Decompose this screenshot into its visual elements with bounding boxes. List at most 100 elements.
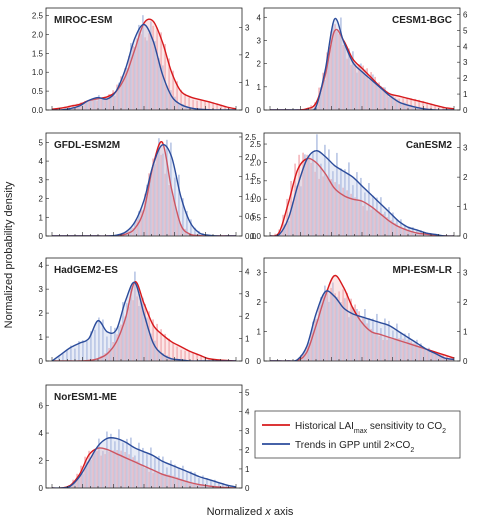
histogram-bar [304,154,306,236]
histogram-bar [120,324,122,361]
histogram-bar [356,309,358,361]
histogram-bar [146,184,148,236]
right-tick-label: 3 [245,427,250,436]
histogram-bar [294,163,296,236]
histogram-bar [128,306,130,361]
left-tick-label: 1 [39,333,44,342]
histogram-bar [372,195,374,236]
left-tick-label: 4 [39,157,44,166]
density-fill-blue [52,437,236,488]
histogram-bar [70,345,72,361]
right-tick-label: 1 [463,203,468,212]
panel-title: CanESM2 [406,140,453,151]
density-fill-red [52,447,236,488]
right-axis: 0 1 2 3 [239,23,250,115]
histogram-bar [142,15,144,110]
histogram-bar [326,176,328,236]
histogram-bar [104,353,106,361]
histogram-bar [202,475,204,488]
histogram-bar [346,190,348,236]
histogram-bar [298,154,300,236]
histogram-bar [84,456,86,488]
histogram-bar [354,64,356,110]
histogram-bar [330,287,332,361]
histogram-bar [94,329,96,361]
histogram-bar [112,342,114,361]
histogram-bar [168,58,170,110]
histogram-bar [382,213,384,236]
histogram-bar [160,329,162,361]
histogram-bar [324,285,326,361]
histogram-bar [122,302,124,361]
histogram-bar [92,450,94,488]
histogram-bar [390,95,392,110]
histogram-bar [340,302,342,361]
density-curve-blue [52,436,237,488]
histogram-bar [156,323,158,361]
right-tick-label: 5 [463,26,468,35]
histogram-bar [138,24,140,110]
histogram-bar [344,42,346,110]
histogram-bar [382,87,384,110]
histogram-bar [426,350,428,361]
left-tick-label: 0 [257,357,262,366]
histogram-bar [124,68,126,110]
right-tick-label: 4 [463,42,468,51]
histogram-bar [292,201,294,236]
histogram-bar [288,220,290,236]
histogram-bar [180,478,182,488]
histogram-bar [150,333,152,361]
histogram-bar [128,454,130,488]
histogram-bar [140,298,142,361]
histogram-bar [142,210,144,236]
histogram-bar [348,48,350,110]
right-tick-label: 2 [463,298,468,307]
histogram-bar [90,99,92,110]
histogram-bar [426,234,428,236]
histogram-bar [406,230,408,236]
histogram-bar [358,311,360,361]
histogram-bar [102,319,104,361]
histogram-bar [74,481,76,488]
histogram-bar [348,162,350,236]
histogram-bar [146,454,148,488]
histogram-bar [176,81,178,110]
histogram-bar [142,297,144,361]
histogram-bar [224,106,226,110]
histogram-bar [402,228,404,236]
histogram-bar [430,103,432,110]
histogram-bar [102,451,104,488]
histogram-bar [136,219,138,236]
histogram-bar [328,46,330,110]
histogram-bar [122,442,124,488]
histogram-bar [344,169,346,236]
histogram-bar [84,100,86,110]
histogram-bar [78,341,80,361]
histogram-bar [188,351,190,361]
right-tick-label: 2 [463,74,468,83]
histogram-bar [76,473,78,488]
histogram-bar [400,102,402,110]
histogram-bar [372,318,374,361]
histogram-bar [386,217,388,236]
panel-canesm2: 0.0 0.5 1.0 1.5 2.0 2.5 0 1 2 3 CanESM2 [250,132,468,241]
histogram-bar [100,355,102,361]
histogram-bar [366,68,368,110]
histogram-bar [362,317,364,361]
histogram-bar [374,210,376,236]
histogram-bar [396,220,398,236]
histogram-bar [352,51,354,110]
histogram-bar [150,21,152,110]
histogram-bar [410,341,412,361]
histogram-bar [158,138,160,236]
histogram-bar [416,106,418,110]
left-axis: 0.0 0.5 1.0 1.5 2.0 2.5 [250,140,267,241]
histogram-bar [192,352,194,361]
histogram-bar [74,348,76,361]
histogram-bar [356,172,358,236]
histogram-bar [178,174,180,236]
histogram-bar [112,90,114,110]
left-tick-label: 5 [39,138,44,147]
histogram-bar [184,480,186,488]
